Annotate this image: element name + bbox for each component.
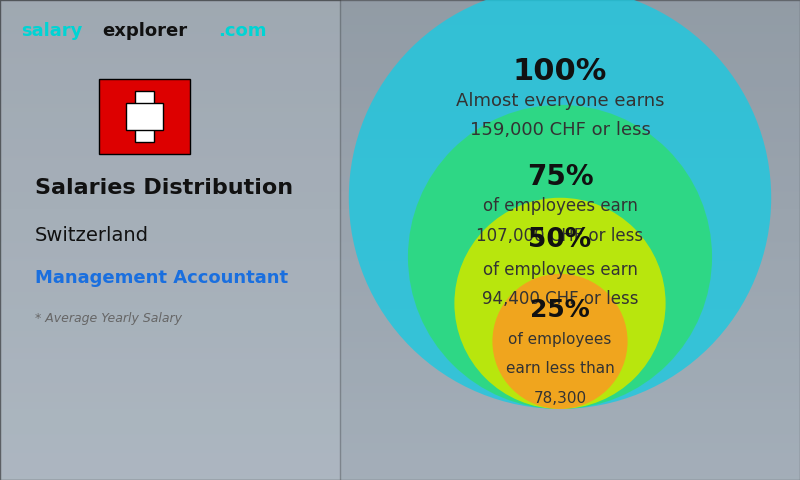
FancyBboxPatch shape <box>98 79 190 154</box>
Text: 25%: 25% <box>530 298 590 322</box>
Text: 50%: 50% <box>528 227 592 253</box>
Circle shape <box>454 198 666 409</box>
Text: Salaries Distribution: Salaries Distribution <box>35 178 294 198</box>
Text: of employees earn: of employees earn <box>482 261 638 278</box>
Text: 94,400 CHF or less: 94,400 CHF or less <box>482 290 638 308</box>
Text: 107,000 CHF or less: 107,000 CHF or less <box>477 227 643 245</box>
Text: * Average Yearly Salary: * Average Yearly Salary <box>35 312 182 325</box>
Text: explorer: explorer <box>102 22 187 40</box>
Text: Switzerland: Switzerland <box>35 226 149 245</box>
FancyBboxPatch shape <box>0 0 340 480</box>
Circle shape <box>349 0 771 409</box>
Circle shape <box>493 274 627 409</box>
Text: 78,300: 78,300 <box>534 391 586 406</box>
FancyBboxPatch shape <box>126 103 163 130</box>
Text: earn less than: earn less than <box>506 361 614 376</box>
Text: of employees earn: of employees earn <box>482 197 638 215</box>
Text: 75%: 75% <box>526 163 594 191</box>
Text: .com: .com <box>218 22 266 40</box>
Text: 159,000 CHF or less: 159,000 CHF or less <box>470 121 650 139</box>
Text: of employees: of employees <box>508 332 612 347</box>
Text: salary: salary <box>21 22 82 40</box>
Circle shape <box>408 105 712 409</box>
FancyBboxPatch shape <box>134 91 154 142</box>
Text: Management Accountant: Management Accountant <box>35 269 288 287</box>
Text: 100%: 100% <box>513 57 607 85</box>
Text: Almost everyone earns: Almost everyone earns <box>456 92 664 109</box>
